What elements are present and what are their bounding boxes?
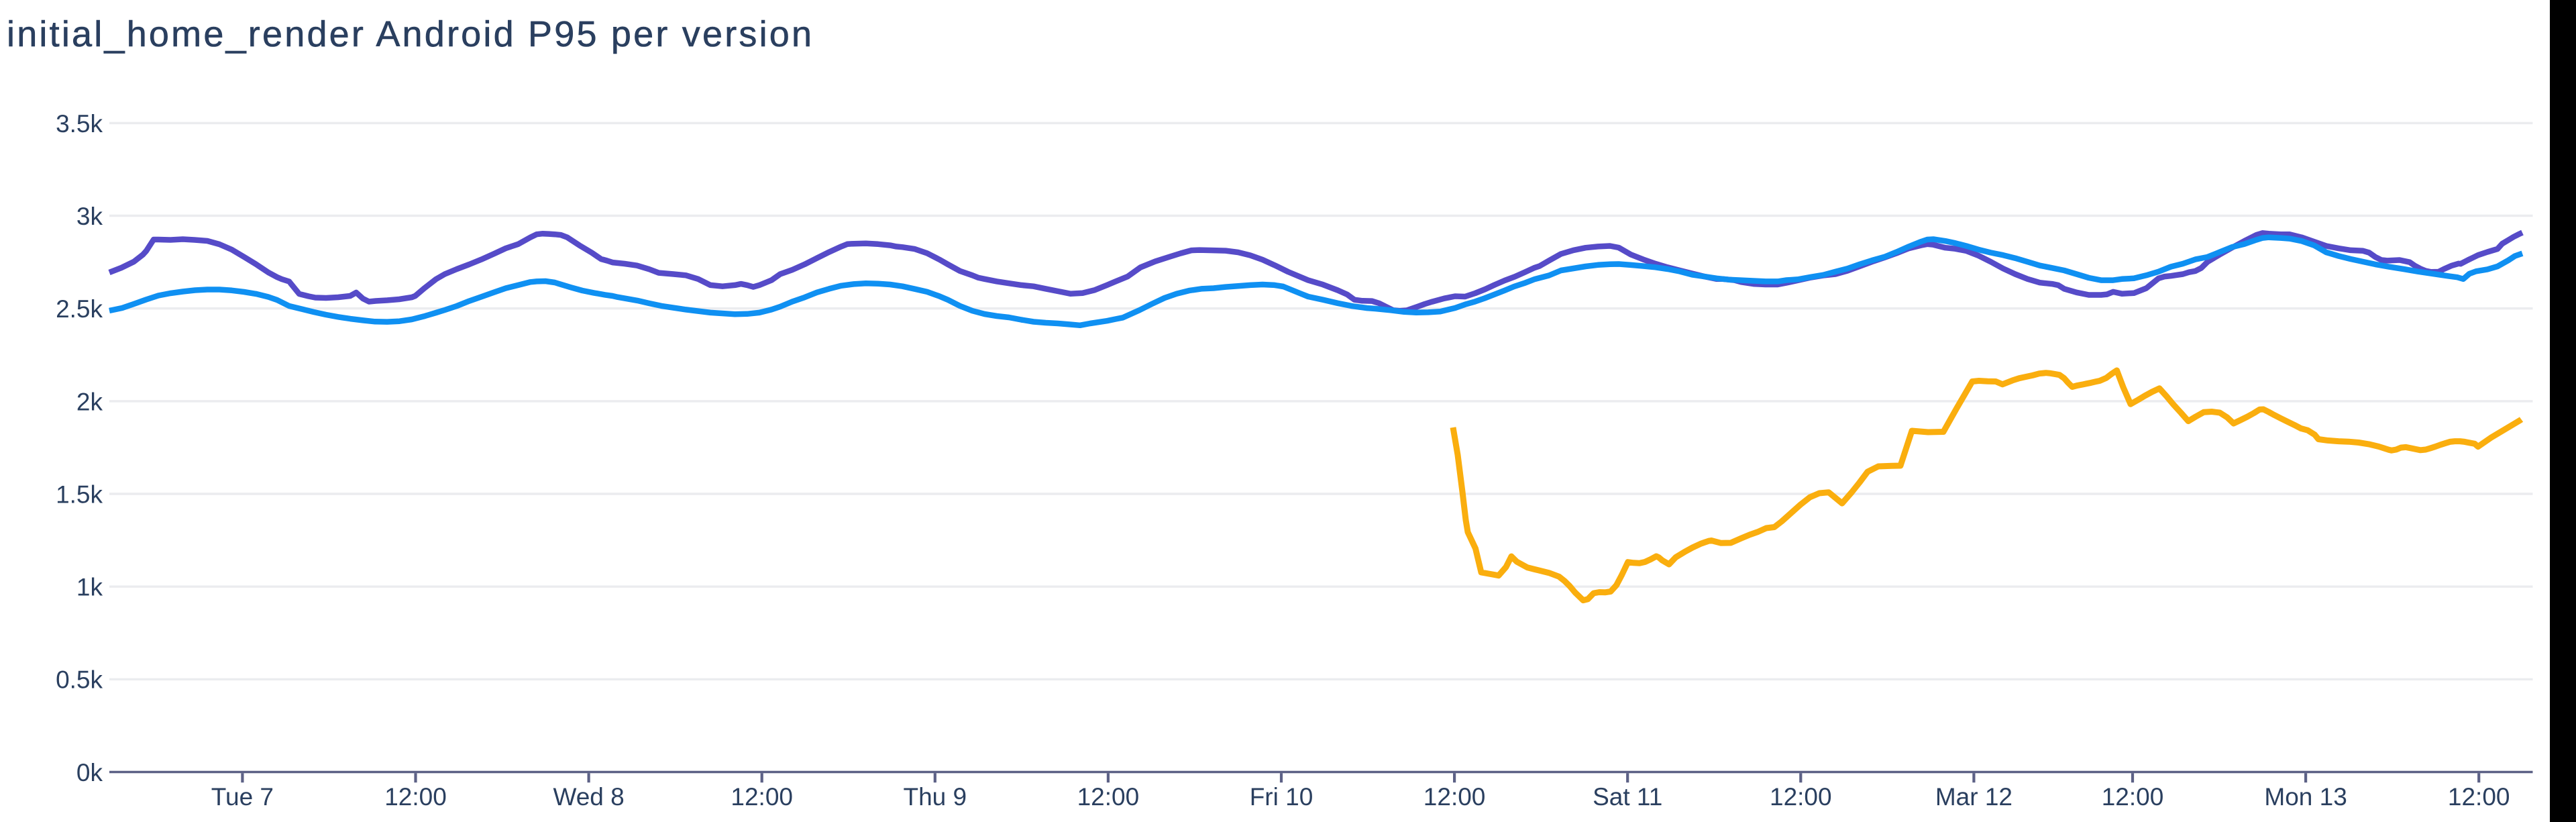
svg-text:Sat 11: Sat 11: [1593, 783, 1662, 811]
svg-text:0k: 0k: [76, 759, 103, 786]
svg-text:2k: 2k: [76, 388, 103, 415]
svg-text:Wed 8: Wed 8: [553, 783, 624, 811]
svg-text:12:00: 12:00: [1077, 783, 1140, 811]
svg-text:1.5k: 1.5k: [56, 480, 103, 508]
svg-text:Mar 12: Mar 12: [1935, 783, 2012, 811]
svg-text:3.5k: 3.5k: [56, 110, 103, 138]
svg-text:0.5k: 0.5k: [56, 666, 103, 694]
svg-text:1k: 1k: [76, 574, 103, 601]
svg-text:12:00: 12:00: [384, 783, 447, 811]
svg-text:12:00: 12:00: [2102, 783, 2164, 811]
svg-text:Mon 13: Mon 13: [2264, 783, 2347, 811]
svg-text:12:00: 12:00: [1770, 783, 1832, 811]
svg-text:Thu 9: Thu 9: [903, 783, 967, 811]
svg-text:Fri 10: Fri 10: [1250, 783, 1313, 811]
svg-text:Tue 7: Tue 7: [211, 783, 274, 811]
svg-text:12:00: 12:00: [731, 783, 793, 811]
svg-text:3k: 3k: [76, 203, 103, 230]
svg-text:2.5k: 2.5k: [56, 295, 103, 323]
svg-text:12:00: 12:00: [1424, 783, 1486, 811]
svg-text:12:00: 12:00: [2448, 783, 2510, 811]
